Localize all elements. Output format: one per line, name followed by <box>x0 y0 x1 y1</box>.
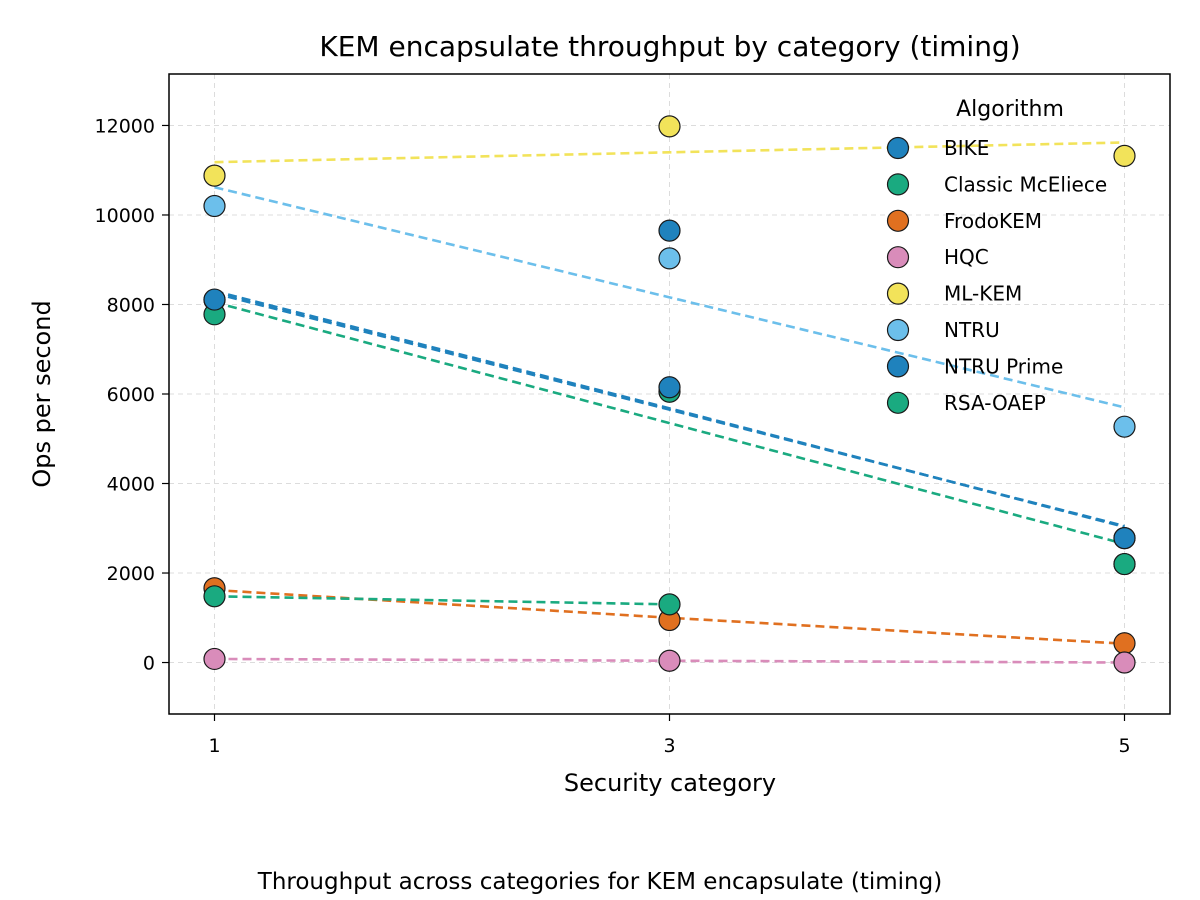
legend-label: HQC <box>944 245 989 269</box>
data-point <box>203 194 226 218</box>
legend-title: Algorithm <box>956 97 1064 122</box>
y-tick-label: 4000 <box>107 474 155 496</box>
legend-label: NTRU <box>944 318 1000 342</box>
trend-line <box>214 594 670 606</box>
y-tick-label: 8000 <box>107 294 155 316</box>
data-point <box>658 219 681 242</box>
legend-label: NTRU Prime <box>944 354 1063 378</box>
y-tick-label: 0 <box>143 653 155 675</box>
legend-label: BIKE <box>944 136 989 160</box>
legend-marker <box>886 246 910 269</box>
trend-line <box>214 185 1125 409</box>
legend-marker <box>886 136 910 160</box>
y-tick-label: 6000 <box>107 384 155 406</box>
trend-line <box>214 300 1125 546</box>
data-point <box>658 115 681 138</box>
legend-marker <box>886 318 910 342</box>
y-axis-ticks: 0 2000 4000 6000 8000 10000 12000 <box>95 115 169 675</box>
data-point <box>1113 144 1136 168</box>
legend-marker <box>886 209 910 232</box>
legend-label: ML-KEM <box>944 282 1022 306</box>
legend-label: RSA-OAEP <box>944 391 1046 415</box>
trend-line <box>214 289 1125 529</box>
y-tick-label: 12000 <box>95 115 155 137</box>
legend-marker <box>886 355 910 378</box>
data-point <box>1113 527 1136 550</box>
data-point <box>203 585 226 608</box>
data-point <box>203 164 226 187</box>
data-point <box>1113 632 1136 655</box>
data-point <box>658 376 681 399</box>
y-tick-label: 2000 <box>107 563 155 585</box>
data-points <box>203 115 1136 674</box>
data-point <box>1113 651 1136 674</box>
trend-line <box>214 141 1125 164</box>
legend-label: Classic McEliece <box>944 172 1107 196</box>
data-point <box>658 247 681 270</box>
data-point <box>203 647 226 671</box>
legend-marker <box>886 173 910 196</box>
legend-marker <box>886 282 910 305</box>
data-point <box>1113 552 1136 576</box>
y-axis-label: Ops per second <box>28 300 56 487</box>
legend-label: FrodoKEM <box>944 209 1042 233</box>
x-tick-label: 5 <box>1118 735 1130 757</box>
y-tick-label: 10000 <box>95 205 155 227</box>
x-tick-label: 1 <box>208 735 220 757</box>
data-point <box>658 649 681 672</box>
legend: Algorithm BIKE Classic McEliece FrodoKEM HQ… <box>886 97 1107 415</box>
chart-title: KEM encapsulate throughput by category (… <box>319 30 1020 63</box>
legend-marker <box>886 391 910 414</box>
data-point <box>1113 415 1136 438</box>
data-point <box>203 288 226 311</box>
x-axis-label: Security category <box>564 769 776 797</box>
data-point <box>658 593 681 616</box>
x-tick-label: 3 <box>663 735 675 757</box>
x-axis-ticks: 1 3 5 <box>208 714 1131 757</box>
chart-caption: Throughput across categories for KEM enc… <box>257 869 942 895</box>
